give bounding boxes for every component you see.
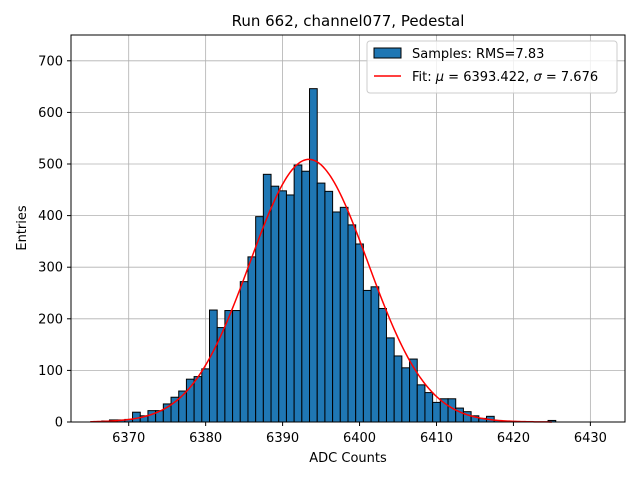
- x-axis-label: ADC Counts: [309, 451, 387, 466]
- histogram-bar: [224, 310, 234, 423]
- histogram-bar: [239, 281, 249, 423]
- y-tick-label: 700: [38, 54, 63, 69]
- y-tick-label: 500: [38, 158, 63, 173]
- histogram-bar: [232, 310, 241, 423]
- x-tick-label: 6390: [266, 431, 299, 446]
- histogram-bar: [278, 190, 287, 423]
- x-tick-label: 6400: [343, 431, 376, 446]
- plot-area-frame: [70, 34, 626, 423]
- histogram-bar: [293, 164, 303, 423]
- legend-fit-prefix: Fit:: [412, 70, 436, 85]
- y-tick-label: 300: [38, 261, 63, 276]
- histogram-bar: [347, 224, 357, 423]
- histogram-bar: [309, 88, 318, 423]
- histogram-bar: [424, 392, 434, 423]
- histogram-bar: [447, 398, 457, 423]
- histogram-bar: [147, 410, 157, 423]
- histogram-bar: [316, 182, 326, 423]
- histogram-bar: [393, 355, 403, 423]
- histogram-bar: [324, 190, 334, 423]
- legend-fit-mu-value: = 6393.422,: [444, 70, 533, 85]
- histogram-bar: [185, 378, 195, 423]
- y-tick-label: 600: [38, 106, 63, 121]
- histogram-bar: [339, 206, 349, 423]
- x-tick-label: 6410: [420, 431, 453, 446]
- legend: Samples: RMS=7.83 Fit: μ = 6393.422, σ =…: [366, 40, 618, 94]
- histogram-bar: [401, 367, 411, 423]
- x-tick-label: 6420: [497, 431, 530, 446]
- y-tick-label: 0: [55, 416, 63, 431]
- legend-fit-sigma-symbol: σ: [534, 70, 543, 85]
- histogram-bar: [378, 307, 387, 423]
- histogram-bar: [432, 401, 441, 423]
- histogram-bar: [416, 384, 426, 423]
- histogram-bar: [201, 368, 211, 423]
- x-tick-label: 6370: [112, 431, 145, 446]
- histogram-bar: [362, 289, 372, 423]
- histogram-bar: [209, 309, 218, 423]
- legend-samples-label: Samples: RMS=7.83: [412, 47, 544, 62]
- legend-samples-swatch: [373, 47, 402, 59]
- histogram-bar: [301, 170, 311, 423]
- histogram-bar: [193, 376, 203, 423]
- fit-curve-line: [90, 158, 552, 423]
- y-axis-ticks: 0 100 200 300 400 500 600 700: [38, 54, 71, 431]
- histogram-bar: [332, 211, 341, 423]
- histogram-bar: [355, 243, 364, 423]
- y-axis-label: Entries: [15, 205, 30, 251]
- histogram-bar: [385, 337, 395, 423]
- legend-fit-label: Fit: μ = 6393.422, σ = 7.676: [412, 70, 598, 85]
- histogram-bar: [170, 396, 180, 423]
- histogram-bar: [270, 185, 280, 423]
- legend-box: [366, 40, 618, 94]
- x-tick-label: 6430: [574, 431, 607, 446]
- x-tick-label: 6380: [189, 431, 222, 446]
- y-tick-label: 100: [38, 364, 63, 379]
- legend-fit-mu-symbol: μ: [435, 70, 444, 85]
- chart-title: Run 662, channel077, Pedestal: [232, 12, 465, 30]
- y-tick-label: 200: [38, 312, 63, 327]
- histogram-bar: [285, 194, 295, 423]
- histogram-bar: [255, 216, 264, 423]
- histogram-bar: [247, 256, 257, 423]
- legend-fit-sigma-value: = 7.676: [542, 70, 598, 85]
- y-tick-label: 400: [38, 209, 63, 224]
- histogram-bar: [409, 358, 418, 423]
- x-axis-ticks: 6370 6380 6390 6400 6410 6420 6430: [112, 422, 607, 446]
- histogram-bar: [370, 286, 380, 423]
